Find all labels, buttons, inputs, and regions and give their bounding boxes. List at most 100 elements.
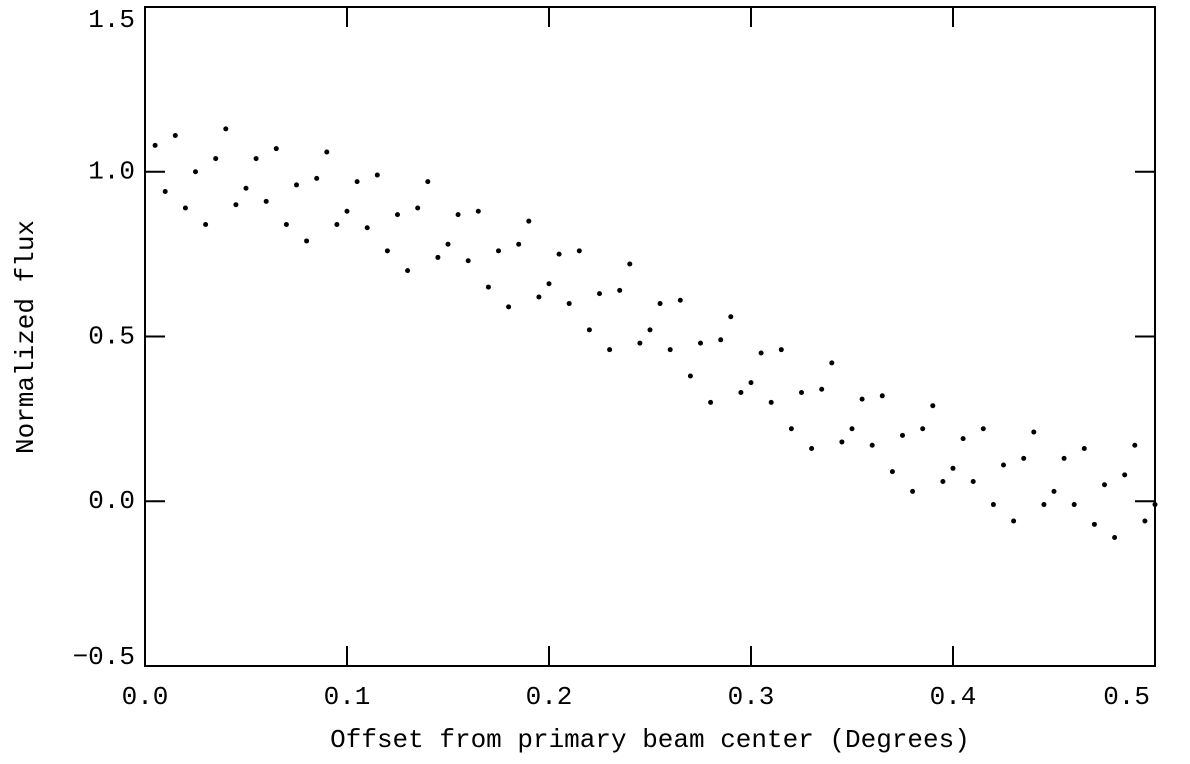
point [910,488,916,494]
point [1011,518,1017,524]
point [809,446,815,452]
point [566,301,572,307]
point [193,169,198,175]
point [728,314,734,320]
point [223,126,229,132]
point [485,284,491,290]
point [627,261,633,267]
point [586,327,592,333]
point [152,142,158,148]
point [465,258,471,264]
point [657,301,663,307]
point [1142,518,1148,524]
point [1021,455,1027,461]
x-tick-label: 0.3 [728,682,775,712]
point [900,432,905,438]
y-tick-label: 1.0 [88,157,135,187]
point [667,347,673,353]
point [990,502,996,508]
y-tick-label: 0.5 [88,321,135,351]
point [1112,534,1118,540]
point [859,396,865,402]
point [768,399,774,405]
point [1122,472,1128,478]
point [435,254,441,260]
point [294,182,299,188]
point [233,202,239,208]
point [496,248,501,254]
point [950,465,956,471]
point [324,149,330,155]
point [829,360,835,366]
point [1071,502,1077,508]
point [354,179,360,185]
point [384,248,390,254]
point [273,146,279,152]
point [415,205,421,211]
point [1081,446,1087,452]
point [708,399,714,405]
point [253,156,259,162]
point [1031,429,1037,435]
point [839,439,845,445]
point [758,350,764,356]
point [1091,521,1097,527]
x-axis-label: Offset from primary beam center (Degrees… [330,725,970,755]
point [738,390,744,396]
y-tick-label: 1.5 [88,5,135,35]
point [1041,502,1047,508]
point [617,287,623,293]
x-tick-label: 0.4 [930,682,977,712]
point [1132,442,1138,448]
point [1102,482,1107,488]
point [647,327,653,333]
point [182,205,188,211]
plot-frame [144,6,1156,667]
point [687,373,693,379]
point [879,393,885,399]
point [526,218,532,224]
y-axis-label: Normalized flux [11,220,41,454]
point [364,225,370,231]
point [475,208,481,214]
point [980,426,986,432]
point [1051,488,1057,494]
point [920,426,926,432]
point [718,337,724,343]
point [799,390,804,396]
point [304,238,310,244]
point [698,340,703,346]
point [788,426,794,432]
point [506,304,512,310]
x-tick-label: 0.2 [526,682,573,712]
point [607,347,613,353]
point [930,403,936,409]
point [748,380,754,386]
point [819,386,825,392]
point [677,297,683,303]
y-tick-label: 0.0 [88,486,135,516]
point [425,179,431,185]
point [172,133,178,139]
point [283,221,289,227]
point [334,221,340,227]
point [869,442,875,448]
point [889,469,895,475]
point [960,436,966,442]
point [536,294,542,300]
point [162,189,168,195]
point [455,212,461,218]
point [940,478,946,484]
point [576,248,582,254]
point [203,221,209,227]
x-tick-label: 0.5 [1103,682,1150,712]
point [243,185,249,191]
point [344,208,350,214]
point [556,251,562,257]
point [1152,502,1158,508]
point [405,268,411,274]
point [445,241,451,247]
point [546,281,552,287]
point [213,156,219,162]
